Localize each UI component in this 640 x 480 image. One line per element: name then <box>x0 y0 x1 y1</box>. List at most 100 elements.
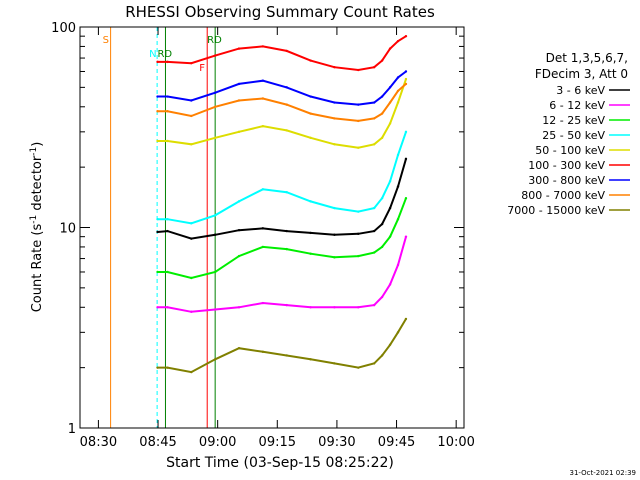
data-point <box>190 114 193 118</box>
data-point <box>156 95 159 98</box>
data-point <box>404 197 408 200</box>
data-point <box>333 233 336 236</box>
data-point <box>388 283 392 286</box>
data-point <box>404 157 408 161</box>
data-point <box>396 218 400 221</box>
data-point <box>333 206 336 210</box>
data-point <box>156 139 159 143</box>
data-point <box>261 301 265 305</box>
data-point <box>372 303 376 307</box>
data-point <box>261 188 265 191</box>
data-point <box>380 295 384 299</box>
data-point <box>190 310 193 313</box>
data-point <box>380 222 384 226</box>
legend-label: 800 - 7000 keV <box>521 189 605 202</box>
data-point <box>380 95 384 98</box>
data-point <box>396 101 400 104</box>
data-point <box>156 270 159 274</box>
y-tick-label: 100 <box>51 21 76 36</box>
x-tick-label: 10:00 <box>437 435 474 450</box>
data-point <box>333 101 336 104</box>
data-point <box>261 79 265 82</box>
x-tick-label: 08:30 <box>80 435 117 450</box>
data-point <box>333 362 336 365</box>
data-point <box>372 117 376 120</box>
data-point <box>372 229 376 233</box>
data-point <box>213 91 217 94</box>
data-point <box>380 354 384 357</box>
data-point <box>213 233 217 236</box>
data-point <box>388 47 392 50</box>
y-axis-label: Count Rate (s-1 detector-1) <box>29 142 45 313</box>
data-point <box>166 306 169 309</box>
data-point <box>309 200 312 203</box>
data-point <box>213 54 217 57</box>
data-point <box>333 117 336 120</box>
data-point <box>213 105 217 108</box>
data-point <box>396 331 400 334</box>
data-point <box>372 101 376 104</box>
data-point <box>357 366 360 369</box>
chart-title: RHESSI Observing Summary Count Rates <box>125 3 435 21</box>
data-point <box>261 227 265 230</box>
x-axis: 08:30 08:45 09:00 09:15 09:30 09:45 10:00 <box>80 27 475 450</box>
data-point <box>357 68 360 72</box>
data-point <box>404 82 408 86</box>
data-point <box>388 101 392 104</box>
plot-area: S N F RD RD <box>103 27 408 428</box>
y-tick-label: 1 <box>68 422 76 437</box>
data-point <box>357 146 360 149</box>
data-point <box>237 47 241 50</box>
data-point <box>285 247 288 251</box>
y-axis: 1 10 100 <box>51 21 464 437</box>
data-point <box>285 86 288 89</box>
data-point <box>404 317 408 321</box>
data-point <box>309 231 312 235</box>
data-point <box>388 343 392 346</box>
data-point <box>396 39 400 43</box>
data-point <box>261 97 265 100</box>
x-axis-label: Start Time (03-Sep-15 08:25:22) <box>166 455 394 471</box>
data-point <box>380 197 384 200</box>
generation-timestamp: 31-Oct-2021 02:39 <box>570 469 636 477</box>
data-point <box>388 206 392 210</box>
data-point <box>372 206 376 210</box>
info-line-2: FDecim 3, Att 0 <box>535 67 628 81</box>
data-point <box>357 232 360 236</box>
data-point <box>166 270 169 274</box>
data-point <box>309 95 312 98</box>
data-point <box>333 306 336 309</box>
data-point <box>396 76 400 79</box>
data-point <box>357 306 360 309</box>
data-point <box>213 358 217 361</box>
y-tick-label: 10 <box>59 222 76 237</box>
data-point <box>372 251 376 254</box>
data-point <box>285 303 288 307</box>
data-point <box>156 60 159 64</box>
data-point <box>190 237 193 240</box>
data-point <box>190 143 193 146</box>
y-axis-label-sup-2: -1 <box>29 147 39 156</box>
data-point <box>285 49 288 53</box>
x-tick-label: 09:15 <box>259 435 296 450</box>
event-marker-label: F <box>199 63 205 74</box>
x-tick-label: 08:45 <box>139 435 176 450</box>
data-point <box>333 66 336 69</box>
data-point <box>309 358 312 361</box>
data-point <box>166 229 169 233</box>
legend: Det 1,3,5,6,7, FDecim 3, Att 0 3 - 6 keV… <box>507 51 630 217</box>
data-point <box>237 99 241 102</box>
data-point <box>357 103 360 106</box>
data-point <box>357 254 360 258</box>
data-point <box>357 119 360 123</box>
data-point <box>261 350 265 353</box>
data-point <box>404 70 408 73</box>
data-point <box>357 210 360 213</box>
data-point <box>404 235 408 238</box>
data-point <box>156 230 159 234</box>
data-point <box>404 34 408 38</box>
event-marker-label: RD <box>157 49 172 60</box>
data-point <box>380 112 384 115</box>
